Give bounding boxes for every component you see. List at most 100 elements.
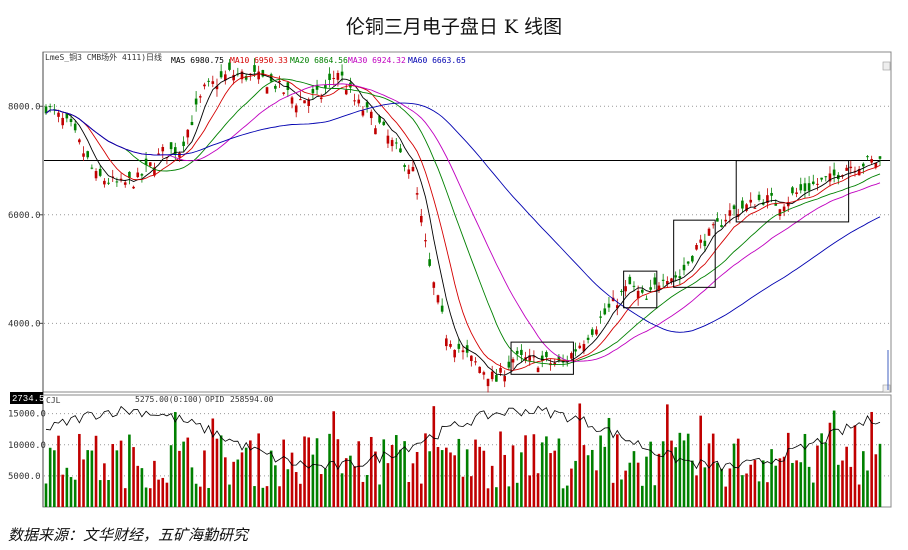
candle-body — [857, 169, 861, 176]
volume-bar — [807, 466, 811, 507]
candle-body — [311, 89, 315, 94]
candle-body — [361, 110, 365, 116]
candle-body — [849, 166, 853, 169]
candle-body — [766, 195, 769, 203]
volume-bar — [857, 484, 861, 507]
volume-bar — [520, 452, 523, 507]
candle-body — [73, 123, 77, 131]
candle-body — [278, 80, 281, 83]
scroll-up-button[interactable] — [882, 61, 891, 71]
candle-body — [82, 153, 85, 157]
candle-body — [299, 99, 302, 101]
candle-body — [532, 356, 536, 358]
volume-bar — [286, 469, 290, 507]
volume-bar — [853, 425, 857, 507]
candle-body — [757, 194, 761, 200]
candle-body — [490, 371, 494, 380]
volume-bar — [53, 450, 56, 507]
volume-bar — [862, 451, 865, 507]
candle-body — [545, 351, 548, 358]
volume-bar — [269, 450, 273, 507]
candle-body — [816, 183, 819, 185]
volume-bar — [449, 452, 452, 507]
volume-bar — [169, 445, 173, 507]
volume-bar — [261, 487, 265, 507]
ma20-label: MA20 6864.56 — [290, 56, 348, 65]
volume-bar — [736, 438, 740, 507]
candle-body — [586, 337, 590, 340]
candle-body — [86, 151, 89, 158]
volume-bar — [182, 441, 185, 507]
volume-bar — [61, 474, 64, 507]
volume-bar — [720, 468, 723, 507]
open-interest-line — [45, 405, 881, 472]
volume-bar — [528, 475, 532, 507]
candle-body — [574, 349, 577, 352]
volume-bar — [703, 467, 707, 507]
volume-bar — [578, 403, 582, 507]
candle-body — [791, 187, 794, 194]
candle-body — [599, 316, 602, 318]
volume-bar — [757, 481, 761, 507]
volume-bar — [670, 440, 673, 507]
candle-body — [807, 183, 811, 191]
candle-body — [736, 214, 740, 217]
candle-body — [636, 290, 640, 299]
volume-bar — [695, 475, 698, 507]
volume-bar — [69, 477, 73, 507]
volume-bar — [153, 460, 156, 507]
candle-body — [178, 152, 181, 158]
symbol-label: LmeS_铜3 CMB场外 4111)日线 — [45, 52, 162, 62]
volume-bar — [682, 440, 686, 507]
volume-bar — [565, 485, 569, 507]
candle-body — [240, 71, 244, 80]
volume-bar — [436, 447, 440, 507]
volume-bar — [173, 412, 177, 507]
volume-bar — [490, 465, 494, 507]
volume-bar — [424, 433, 427, 507]
volume-bar — [394, 435, 398, 507]
candle-body — [695, 245, 698, 250]
volume-bar — [507, 486, 511, 507]
volume-bar — [453, 455, 456, 507]
volume-bar — [186, 437, 190, 507]
volume-bar — [465, 449, 469, 507]
candle-body — [620, 290, 623, 292]
volume-bar — [128, 434, 131, 507]
volume-bar — [774, 465, 778, 507]
oi-label: OPID — [205, 395, 224, 404]
volume-bar — [420, 483, 423, 507]
volume-bar — [403, 441, 406, 507]
candles — [44, 58, 882, 393]
volume-bar — [190, 467, 194, 507]
candle-body — [203, 84, 206, 87]
price-marker-box — [10, 392, 43, 404]
candle-body — [457, 343, 461, 349]
volume-bar — [219, 435, 223, 507]
scroll-down-button[interactable] — [882, 384, 891, 393]
candle-body — [703, 240, 707, 247]
volume-bar — [557, 438, 561, 507]
candle-body — [824, 176, 828, 178]
candle-body — [328, 73, 331, 80]
candle-body — [303, 100, 306, 104]
volume-bar — [474, 439, 477, 507]
candle-body — [257, 71, 260, 80]
volume-bar — [745, 473, 748, 507]
volume-bar — [540, 442, 544, 507]
candle-body — [357, 99, 361, 104]
volume-bar — [766, 482, 769, 507]
volume-bar — [515, 482, 519, 507]
volume-tick-label: 5000.0 — [8, 472, 41, 482]
candle-body — [778, 209, 782, 216]
candle-body — [324, 84, 327, 89]
volume-bar — [707, 443, 711, 507]
volume-axis-ticks: 5000.0 10000.0 15000.0 — [8, 410, 46, 482]
candle-body — [678, 276, 682, 279]
candle-body — [774, 202, 778, 206]
volume-bar — [791, 462, 794, 507]
volume-bar — [811, 482, 815, 507]
volume-bar — [144, 487, 148, 507]
candle-body — [415, 193, 419, 195]
candle-body — [103, 180, 106, 185]
